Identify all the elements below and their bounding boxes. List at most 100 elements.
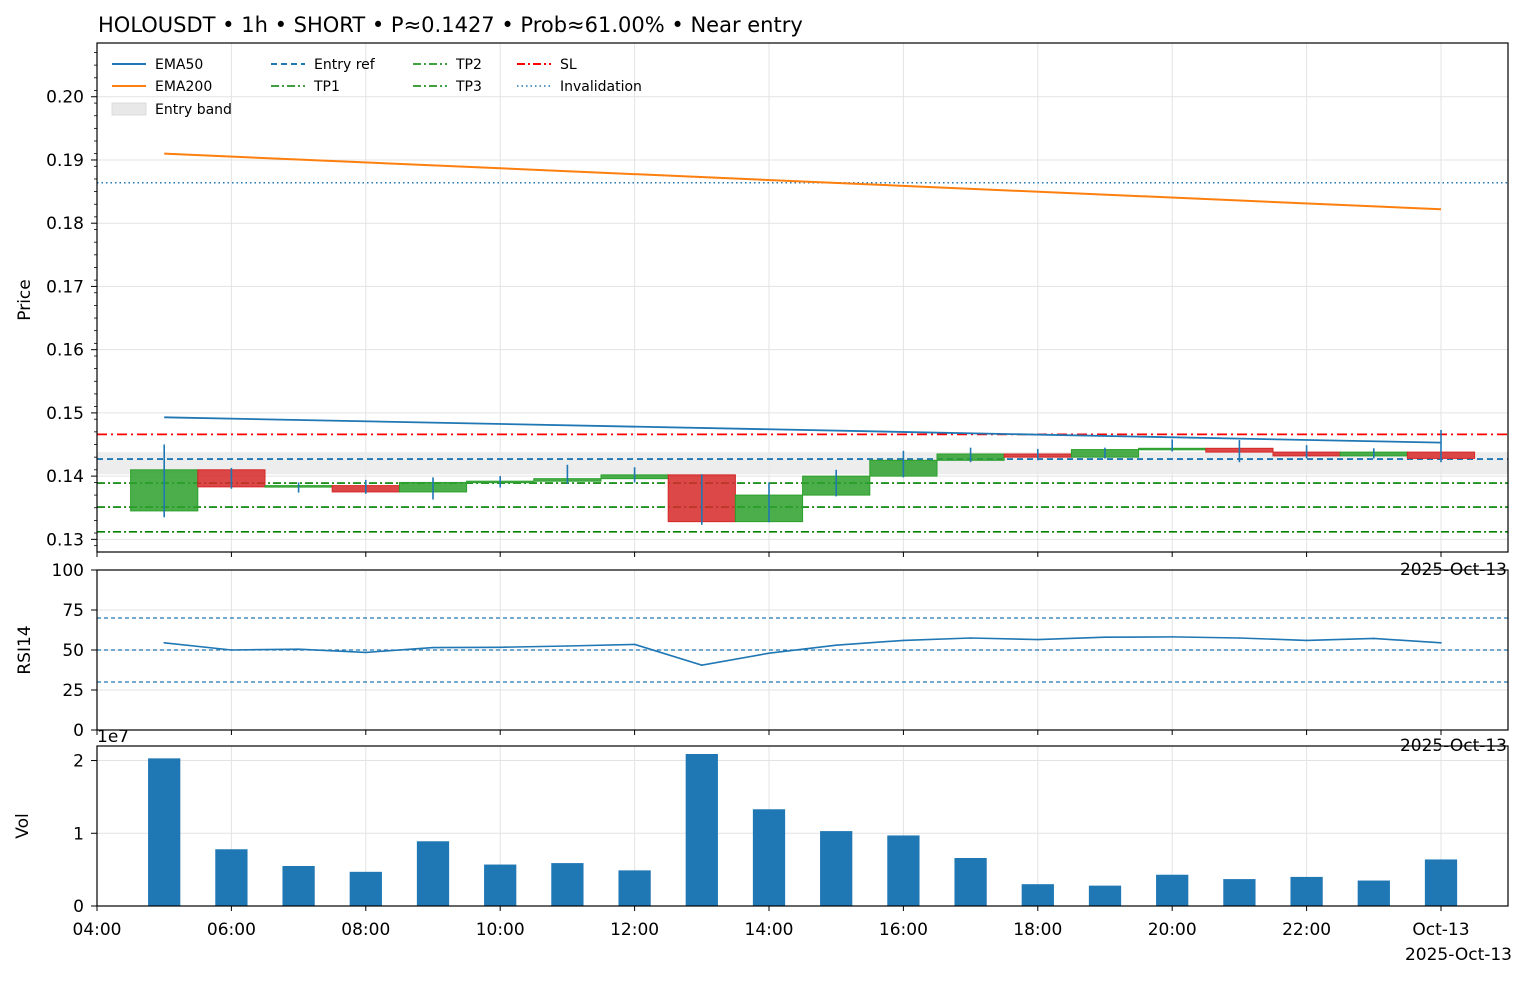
vol-scale-label: 1e7 bbox=[97, 727, 129, 747]
rsi-point bbox=[1171, 636, 1173, 638]
volume-bar bbox=[1156, 874, 1189, 906]
volume-bar bbox=[1357, 880, 1390, 906]
rsi-ytick-label: 50 bbox=[62, 641, 84, 661]
volume-bar bbox=[685, 754, 718, 906]
chart-title: HOLOUSDT • 1h • SHORT • P≈0.1427 • Prob≈… bbox=[98, 13, 803, 37]
vol-xtick-label: 20:00 bbox=[1148, 920, 1197, 940]
price-ytick-label: 0.15 bbox=[46, 404, 84, 424]
rsi-point bbox=[365, 651, 367, 654]
price-ytick-label: 0.20 bbox=[46, 88, 84, 108]
vol-frame bbox=[96, 745, 1509, 907]
volume-bar bbox=[887, 835, 920, 906]
rsi-point bbox=[1104, 636, 1106, 638]
price-ytick-label: 0.18 bbox=[46, 214, 84, 234]
legend-sl-label: SL bbox=[560, 57, 577, 73]
volume-bar bbox=[1223, 879, 1256, 906]
candles bbox=[130, 429, 1476, 525]
vol-xtick-label: 18:00 bbox=[1013, 920, 1062, 940]
volume-bar bbox=[282, 866, 315, 906]
volume-bar bbox=[484, 864, 517, 906]
price-ytick-label: 0.16 bbox=[46, 341, 84, 361]
rsi-point bbox=[432, 646, 434, 649]
volume-bar bbox=[752, 809, 786, 906]
rsi-point bbox=[835, 644, 837, 646]
volume-bar bbox=[954, 858, 987, 906]
rsi-line bbox=[164, 636, 1442, 667]
rsi-point bbox=[1373, 637, 1375, 640]
volume-bar bbox=[215, 849, 248, 906]
rsi-point bbox=[499, 646, 502, 649]
ema50-line bbox=[164, 416, 1442, 444]
rsi-point bbox=[1037, 638, 1039, 641]
rsi-point bbox=[902, 639, 905, 642]
vol-ylabel: Vol bbox=[13, 813, 33, 838]
rsi-ytick-label: 75 bbox=[62, 601, 84, 621]
vol-xtick-label: 16:00 bbox=[879, 920, 928, 940]
vol-xtick-label: 12:00 bbox=[610, 920, 659, 940]
price-ytick-label: 0.19 bbox=[46, 151, 84, 171]
rsi-ytick-label: 100 bbox=[52, 561, 84, 581]
volume-axes: 0 1 2 04:00 06:00 08:00 10:00 12:00 14:00 16:00 18… bbox=[73, 752, 1470, 940]
rsi-point bbox=[297, 648, 300, 650]
price-ytick-label: 0.17 bbox=[46, 277, 84, 297]
volume-bar bbox=[551, 863, 584, 906]
legend-ema200-label: EMA200 bbox=[155, 79, 212, 95]
rsi-point bbox=[230, 649, 233, 651]
vol-x-offset-label: 2025-Oct-13 bbox=[1405, 945, 1512, 965]
vol-xtick-label: 08:00 bbox=[341, 920, 390, 940]
volume-bar bbox=[349, 871, 382, 906]
volume-bar bbox=[820, 831, 853, 906]
vol-xtick-label: 22:00 bbox=[1282, 920, 1331, 940]
price-ylabel: Price bbox=[15, 279, 35, 320]
vol-ytick-label: 0 bbox=[73, 897, 84, 917]
ema200-line bbox=[164, 152, 1442, 211]
legend-ema50-label: EMA50 bbox=[155, 57, 203, 73]
legend-tp2-label: TP2 bbox=[455, 57, 482, 73]
volume-bars bbox=[148, 754, 1458, 906]
entry-band bbox=[97, 452, 1508, 475]
legend-entry-label: Entry ref bbox=[314, 57, 376, 73]
price-ytick-label: 0.13 bbox=[46, 530, 84, 550]
rsi-point bbox=[1305, 639, 1308, 642]
ema-lines bbox=[164, 152, 1442, 444]
volume-bar bbox=[1424, 859, 1458, 906]
volume-bar bbox=[148, 758, 181, 906]
volume-panel: Vol 1e7 0 1 2 04:00 06:00 08:00 10:00 12:00 14:0… bbox=[13, 727, 1512, 965]
volume-bar bbox=[1088, 885, 1122, 906]
legend-band-label: Entry band bbox=[155, 102, 232, 118]
rsi-ytick-label: 25 bbox=[62, 681, 84, 701]
price-ytick-label: 0.14 bbox=[46, 467, 84, 487]
legend-tp1-label: TP1 bbox=[313, 79, 340, 95]
volume-bar bbox=[416, 841, 450, 906]
rsi-point bbox=[633, 643, 636, 646]
rsi-frame bbox=[96, 569, 1509, 731]
vol-ytick-label: 2 bbox=[73, 752, 84, 772]
rsi-point bbox=[163, 642, 165, 644]
vol-xtick-label: 10:00 bbox=[476, 920, 525, 940]
rsi-point bbox=[768, 652, 770, 654]
vol-xtick-label: 04:00 bbox=[73, 920, 122, 940]
volume-bar bbox=[1290, 876, 1323, 906]
legend-tp3-label: TP3 bbox=[455, 79, 482, 95]
entry-band-rect bbox=[97, 452, 1508, 475]
rsi-ytick-label: 0 bbox=[73, 721, 84, 741]
rsi-point bbox=[969, 637, 972, 639]
rsi-point bbox=[566, 645, 569, 647]
vol-xtick-label: 06:00 bbox=[207, 920, 256, 940]
rsi-point bbox=[1440, 642, 1442, 644]
legend-invalidation-label: Invalidation bbox=[560, 79, 642, 95]
vol-xtick-label: 14:00 bbox=[745, 920, 794, 940]
rsi-series bbox=[163, 636, 1442, 667]
volume-bar bbox=[618, 870, 651, 906]
volume-bar bbox=[1021, 884, 1054, 906]
rsi-point bbox=[1238, 637, 1241, 639]
price-panel: Price 0.130.140.150.160.170.180.190.20 2… bbox=[15, 42, 1509, 580]
rsi-point bbox=[701, 664, 703, 666]
rsi-ylabel: RSI14 bbox=[15, 625, 35, 674]
price-frame bbox=[96, 42, 1509, 553]
legend-band-swatch bbox=[111, 102, 147, 116]
vol-xtick-label: Oct-13 bbox=[1412, 920, 1469, 940]
legend: EMA50 EMA200 Entry band Entry ref TP1 TP… bbox=[111, 57, 642, 118]
